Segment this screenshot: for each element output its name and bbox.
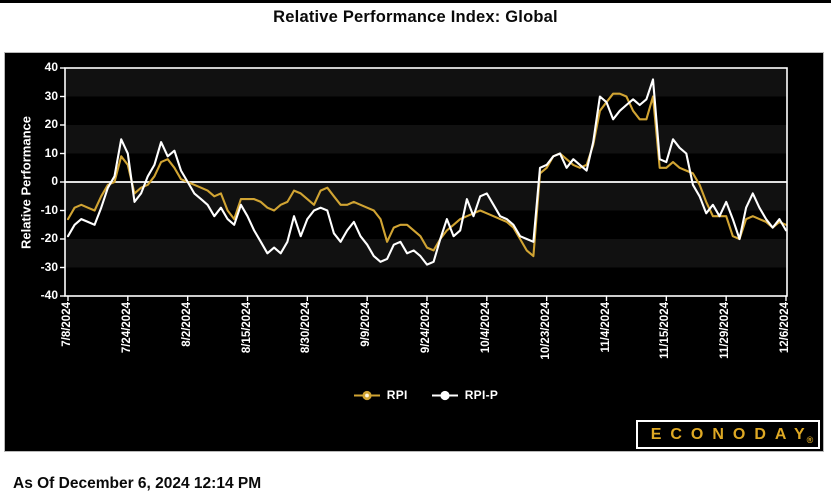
plot-band <box>65 182 787 211</box>
rpi-line-marker-icon <box>353 390 380 400</box>
plot-band <box>65 267 787 296</box>
econoday-logo: ECONODAY ® <box>636 420 820 449</box>
rpi-p-line <box>66 78 788 266</box>
legend-item-rpi-p: RPI-P <box>431 388 499 402</box>
chart-title: Relative Performance Index: Global <box>273 8 558 26</box>
registered-trademark-icon: ® <box>806 435 814 445</box>
as-of-timestamp: As Of December 6, 2024 12:14 PM <box>13 475 262 492</box>
legend: RPI RPI-P <box>65 388 787 402</box>
legend-label-rpi-p: RPI-P <box>464 388 499 402</box>
plot-band <box>65 125 787 154</box>
top-border-bar <box>0 0 831 3</box>
legend-item-rpi: RPI <box>353 388 408 402</box>
plot-band <box>65 96 787 125</box>
plot-band <box>65 210 787 239</box>
econoday-logo-text: ECONODAY <box>650 425 814 443</box>
rpi-p-line-marker-icon <box>431 390 458 400</box>
plot-band <box>65 68 787 97</box>
legend-label-rpi: RPI <box>386 388 408 402</box>
